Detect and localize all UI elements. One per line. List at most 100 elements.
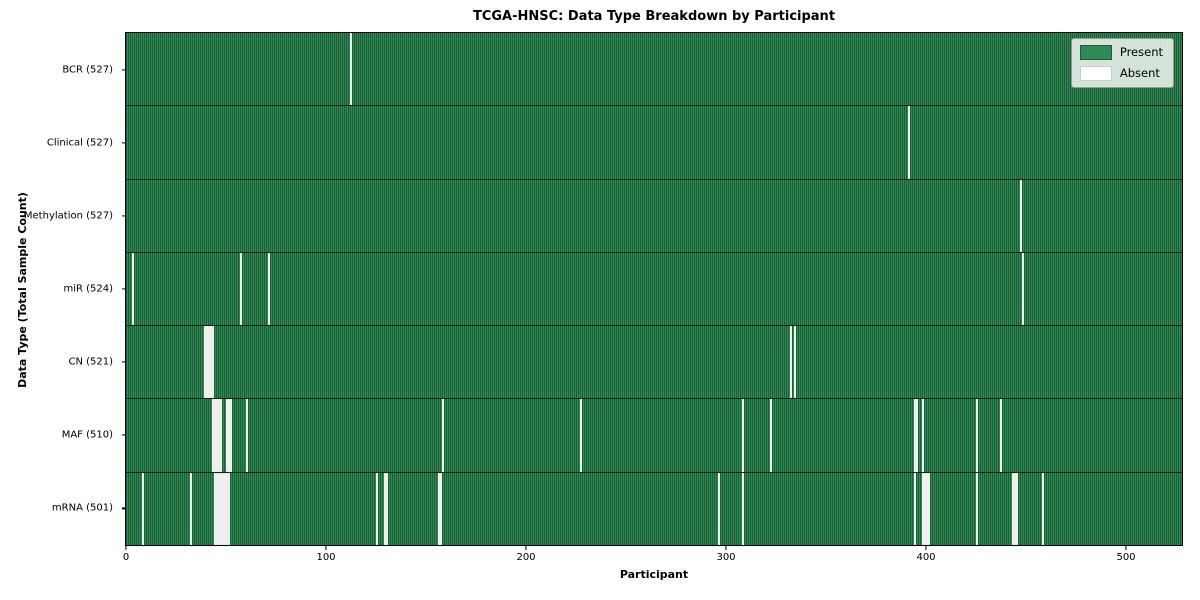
legend-item-present: Present [1079, 45, 1163, 60]
legend-swatch-present-icon [1079, 45, 1112, 60]
absent-gap [240, 252, 242, 326]
y-tick-mark [122, 361, 126, 363]
absent-gap [220, 399, 222, 472]
x-tick-label: 200 [516, 552, 536, 563]
absent-gap [214, 472, 216, 545]
legend-label-present: Present [1119, 45, 1163, 59]
absent-gap [206, 326, 208, 399]
x-tick-mark [525, 546, 527, 550]
absent-gap [216, 399, 218, 472]
absent-gap [212, 399, 214, 472]
absent-gap [922, 399, 924, 472]
absent-gap [742, 472, 744, 545]
absent-gap [214, 399, 216, 472]
absent-gap [228, 399, 230, 472]
absent-gap [386, 472, 388, 545]
legend-item-absent: Absent [1079, 66, 1163, 81]
absent-gap [376, 472, 378, 545]
absent-gap [246, 399, 248, 472]
y-tick-mark [122, 507, 126, 510]
heatmap-row-bcr [126, 33, 1182, 107]
absent-gap [1014, 472, 1016, 545]
x-tick-label: 100 [316, 552, 336, 563]
absent-gap [216, 472, 218, 545]
heatmap-rows [126, 33, 1182, 545]
absent-gap [226, 472, 228, 545]
y-axis: BCR (527) Clinical (527) Methylation (527)… [0, 33, 126, 545]
absent-gap [1000, 399, 1002, 472]
absent-gap [224, 472, 226, 545]
x-tick-mark [325, 546, 327, 550]
x-tick-label: 0 [122, 552, 130, 563]
absent-gap [218, 472, 220, 545]
y-tick-label: CN (521) [68, 356, 113, 368]
heatmap-row-mir [126, 252, 1182, 327]
y-tick-mark [122, 142, 126, 144]
y-tick-mark [122, 288, 126, 290]
y-tick-label: BCR (527) [62, 64, 113, 76]
x-tick-label: 300 [716, 552, 736, 563]
absent-gap [268, 252, 270, 326]
absent-gap [794, 326, 796, 399]
x-tick-mark [125, 546, 127, 550]
legend: Present Absent [1070, 38, 1174, 88]
absent-gap [914, 472, 916, 545]
absent-gap [442, 399, 444, 472]
absent-gap [132, 252, 134, 326]
absent-gap [1012, 472, 1014, 545]
absent-gap [976, 399, 978, 472]
y-tick-mark [122, 215, 126, 217]
absent-gap [928, 472, 930, 545]
heatmap-row-clinical [126, 106, 1182, 180]
y-tick-mark [122, 434, 126, 436]
absent-gap [204, 326, 206, 399]
absent-gap [924, 472, 926, 545]
heatmap-row-methylation [126, 179, 1182, 253]
legend-label-absent: Absent [1119, 66, 1160, 80]
absent-gap [718, 472, 720, 545]
y-tick-label: Clinical (527) [46, 137, 113, 149]
absent-gap [142, 472, 144, 545]
y-tick-label: miR (524) [63, 283, 113, 295]
absent-gap [226, 399, 228, 472]
absent-gap [1022, 252, 1024, 326]
plot-area: Present Absent [125, 32, 1183, 546]
absent-gap [438, 472, 440, 545]
x-tick-label: 500 [1116, 552, 1136, 563]
absent-gap [190, 472, 192, 545]
absent-gap [976, 472, 978, 545]
absent-gap [212, 326, 214, 399]
x-axis: 0 100 200 300 400 500 [122, 546, 1182, 568]
x-tick-mark [925, 546, 927, 550]
absent-gap [384, 472, 386, 545]
absent-gap [228, 472, 230, 545]
absent-gap [1020, 179, 1022, 252]
absent-gap [218, 399, 220, 472]
y-tick-mark [122, 68, 126, 71]
absent-gap [580, 399, 582, 472]
absent-gap [908, 106, 910, 179]
absent-gap [350, 33, 352, 106]
absent-gap [790, 326, 792, 399]
absent-gap [210, 326, 212, 399]
absent-gap [222, 472, 224, 545]
x-axis-label: Participant [619, 568, 689, 581]
legend-swatch-absent-icon [1079, 66, 1112, 81]
absent-gap [914, 399, 916, 472]
absent-gap [1042, 472, 1044, 545]
heatmap-row-mrna [126, 472, 1182, 545]
absent-gap [208, 326, 210, 399]
y-tick-label: MAF (510) [61, 429, 113, 441]
absent-gap [230, 399, 232, 472]
y-tick-label: mRNA (501) [51, 502, 113, 514]
absent-gap [922, 472, 924, 545]
chart-title: TCGA-HNSC: Data Type Breakdown by Partic… [472, 9, 836, 24]
absent-gap [440, 472, 442, 545]
absent-gap [1016, 472, 1018, 545]
absent-gap [770, 399, 772, 472]
x-tick-label: 400 [916, 552, 936, 563]
absent-gap [220, 472, 222, 545]
heatmap-row-maf [126, 399, 1182, 473]
absent-gap [742, 399, 744, 472]
